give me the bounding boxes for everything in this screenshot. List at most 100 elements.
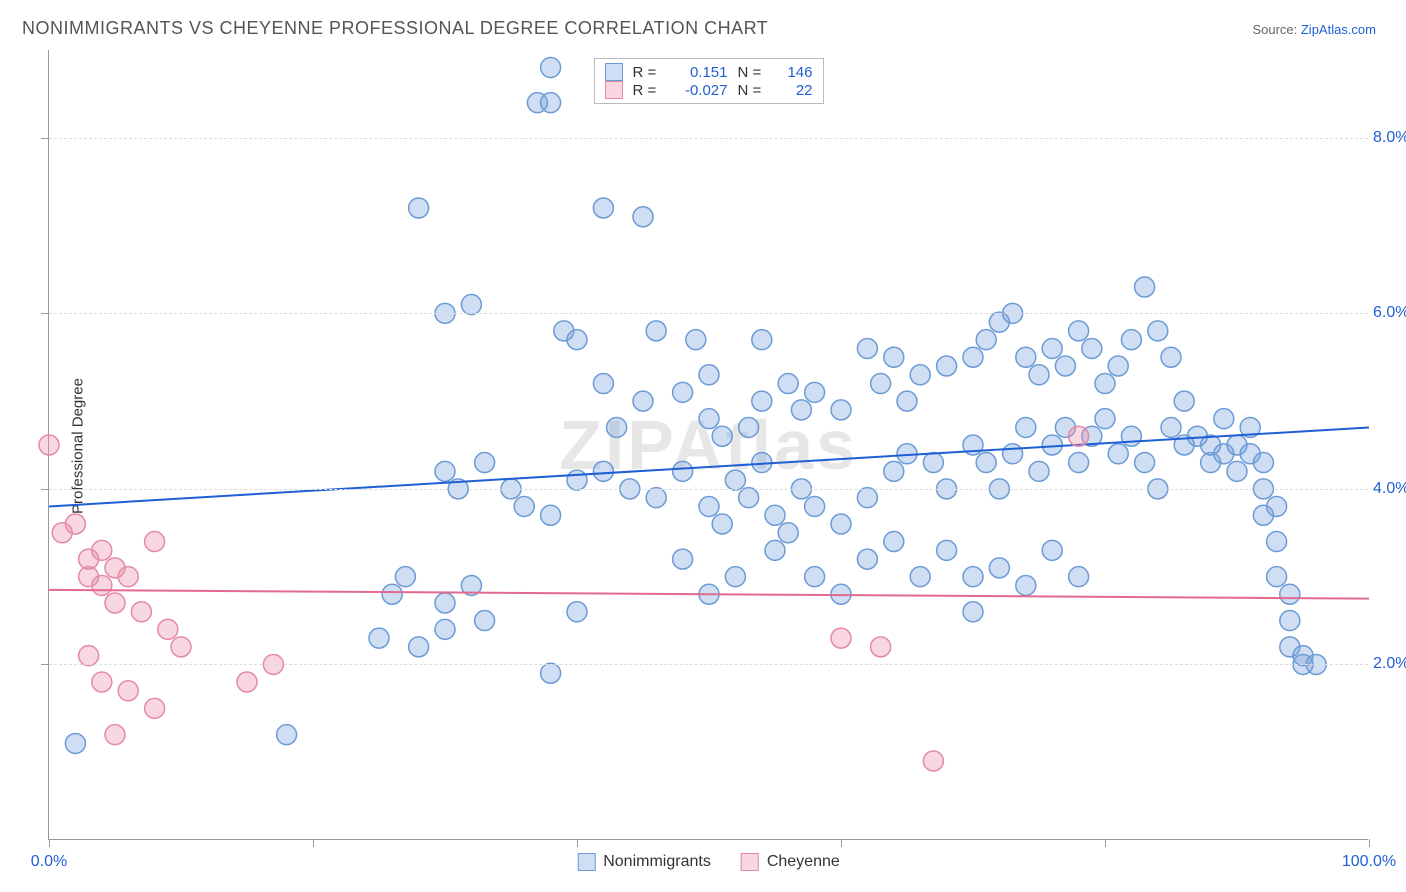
scatter-point [541,58,561,78]
chart-title: NONIMMIGRANTS VS CHEYENNE PROFESSIONAL D… [22,18,768,39]
scatter-point [461,295,481,315]
legend-swatch [605,81,623,99]
scatter-point [1016,347,1036,367]
scatter-point [475,611,495,631]
scatter-point [725,567,745,587]
scatter-point [369,628,389,648]
scatter-point [145,532,165,552]
scatter-point [923,751,943,771]
scatter-point [1069,567,1089,587]
scatter-point [435,619,455,639]
scatter-point [409,198,429,218]
scatter-plot-svg [49,50,1368,839]
scatter-point [989,558,1009,578]
scatter-point [1148,321,1168,341]
scatter-point [686,330,706,350]
scatter-point [435,593,455,613]
scatter-point [475,453,495,473]
scatter-point [567,330,587,350]
scatter-point [1016,417,1036,437]
scatter-point [1003,444,1023,464]
legend-swatch [605,63,623,81]
scatter-point [105,593,125,613]
scatter-point [1042,540,1062,560]
scatter-point [871,374,891,394]
source-attribution: Source: ZipAtlas.com [1252,22,1376,37]
scatter-point [1069,321,1089,341]
scatter-point [607,417,627,437]
scatter-point [1174,391,1194,411]
scatter-point [593,198,613,218]
scatter-point [699,365,719,385]
scatter-point [409,637,429,657]
scatter-point [1042,338,1062,358]
source-label: Source: [1252,22,1300,37]
scatter-point [92,672,112,692]
correlation-legend: R =0.151N =146R =-0.027N =22 [594,58,824,104]
scatter-point [1121,426,1141,446]
scatter-point [857,488,877,508]
x-tick [1369,839,1370,847]
scatter-point [131,602,151,622]
scatter-point [118,681,138,701]
scatter-point [1161,417,1181,437]
scatter-point [277,725,297,745]
scatter-point [435,461,455,481]
scatter-point [1214,409,1234,429]
scatter-point [145,698,165,718]
scatter-point [752,391,772,411]
scatter-point [699,409,719,429]
scatter-point [1161,347,1181,367]
y-tick-label: 8.0% [1373,129,1406,147]
scatter-point [765,540,785,560]
scatter-point [65,733,85,753]
scatter-point [976,330,996,350]
scatter-point [673,382,693,402]
legend-item: Nonimmigrants [577,853,711,871]
scatter-point [923,453,943,473]
scatter-point [1135,453,1155,473]
scatter-point [910,567,930,587]
scatter-point [1267,532,1287,552]
scatter-point [541,93,561,113]
scatter-point [79,646,99,666]
scatter-point [1016,575,1036,595]
chart-plot-area: ZIPAtlas R =0.151N =146R =-0.027N =22 No… [48,50,1368,840]
scatter-point [541,663,561,683]
x-tick [313,839,314,847]
scatter-point [1069,453,1089,473]
scatter-point [1253,453,1273,473]
scatter-point [963,567,983,587]
gridline [49,313,1368,314]
x-tick-label: 0.0% [31,853,67,871]
scatter-point [673,461,693,481]
x-tick [49,839,50,847]
scatter-point [712,514,732,534]
scatter-point [805,567,825,587]
scatter-point [857,549,877,569]
scatter-point [910,365,930,385]
scatter-point [633,391,653,411]
legend-label: Nonimmigrants [603,853,711,871]
scatter-point [158,619,178,639]
scatter-point [725,470,745,490]
scatter-point [171,637,191,657]
scatter-point [593,374,613,394]
scatter-point [897,391,917,411]
scatter-point [805,496,825,516]
scatter-point [1280,611,1300,631]
scatter-point [593,461,613,481]
scatter-point [65,514,85,534]
scatter-point [805,382,825,402]
gridline [49,489,1368,490]
x-tick [577,839,578,847]
scatter-point [1029,365,1049,385]
r-value: -0.027 [673,82,728,99]
r-label: R = [633,82,663,99]
scatter-point [382,584,402,604]
scatter-point [237,672,257,692]
scatter-point [778,374,798,394]
scatter-point [1108,444,1128,464]
n-label: N = [738,64,768,81]
legend-swatch [741,853,759,871]
